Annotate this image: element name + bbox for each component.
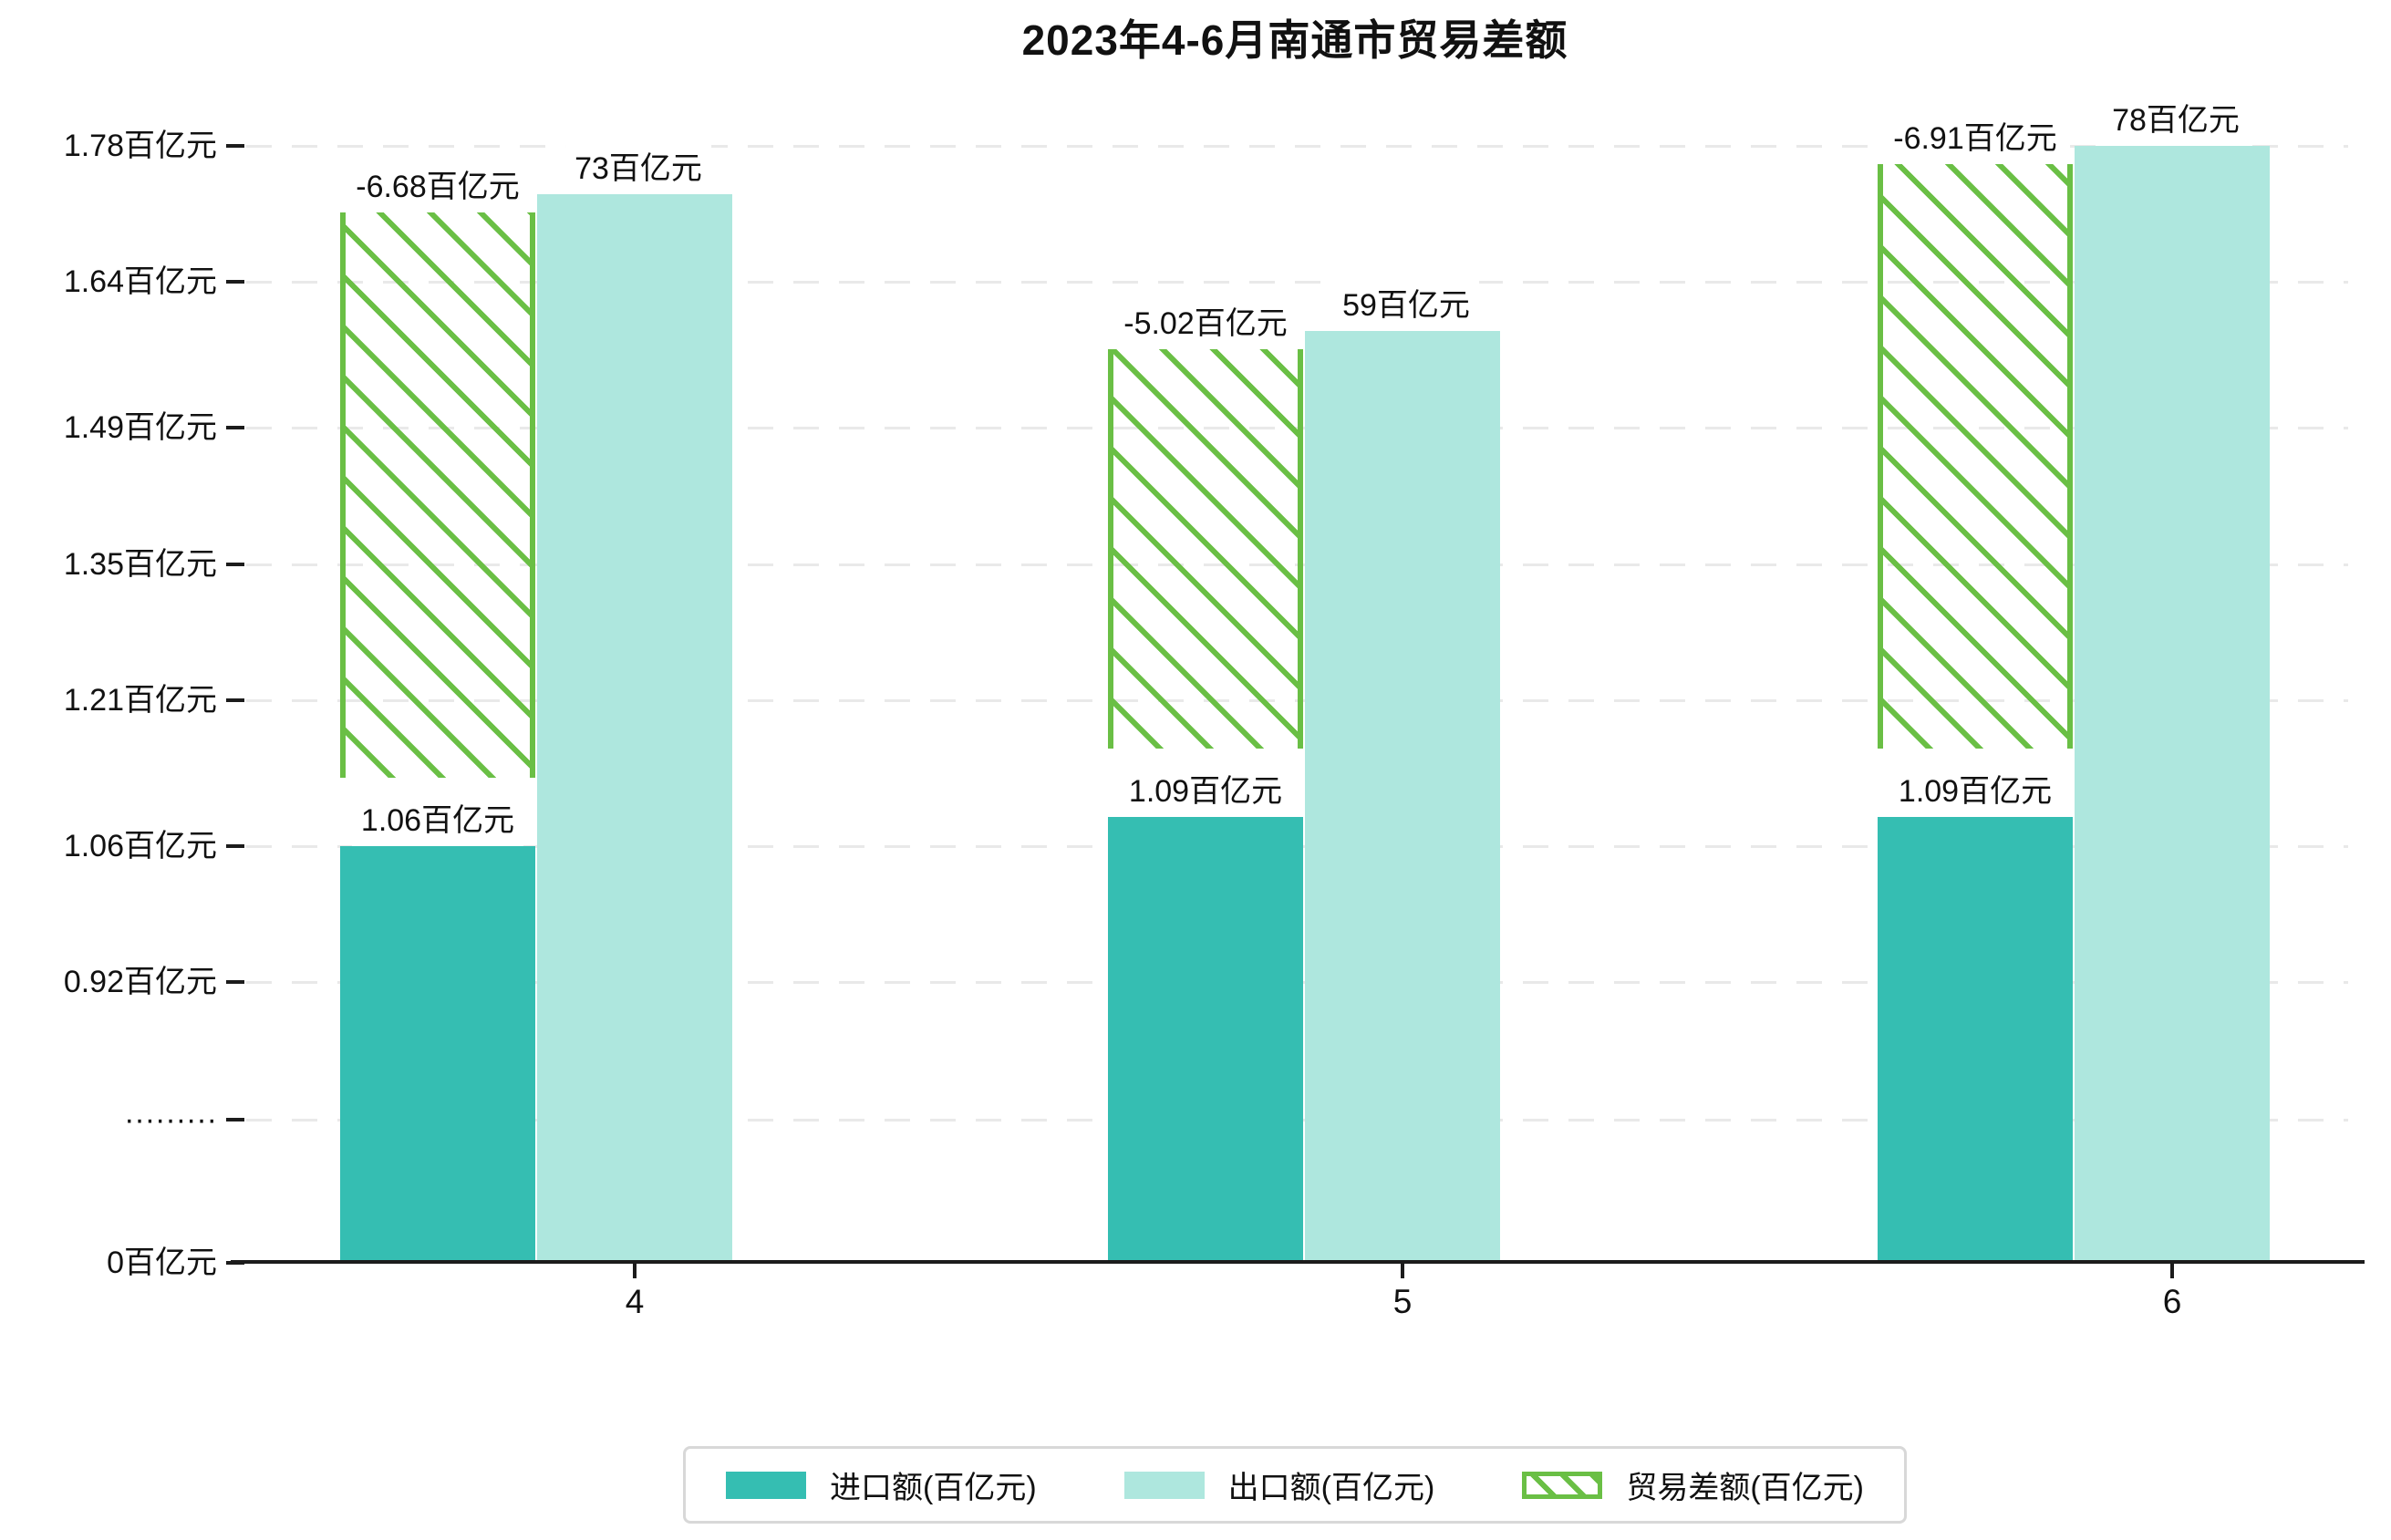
balance-hatch-swatch-icon (1522, 1471, 1603, 1499)
export-bar (1305, 330, 1500, 1263)
import-swatch-icon (726, 1471, 807, 1499)
legend-box: 进口额(百亿元) 出口额(百亿元) 贸易差额(百亿元) (683, 1446, 1907, 1524)
legend-item-export: 出口额(百亿元) (1123, 1462, 1435, 1507)
import-bar (340, 845, 535, 1263)
trade-balance-bar (340, 212, 535, 778)
y-tick-mark (226, 562, 244, 566)
y-tick-mark (226, 980, 244, 984)
trade-balance-value-label: -6.91百亿元 (1884, 114, 2066, 164)
y-tick-label: ········· (124, 1102, 217, 1137)
legend-label-balance: 贸易差额(百亿元) (1626, 1471, 1864, 1505)
y-tick-mark (226, 426, 244, 430)
export-bar (2075, 146, 2270, 1263)
gridline (246, 281, 2348, 284)
y-tick-label: 1.64百亿元 (63, 264, 217, 300)
legend: 进口额(百亿元) 出口额(百亿元) 贸易差额(百亿元) (246, 1446, 2344, 1524)
import-value-label: 1.06百亿元 (351, 795, 524, 846)
trade-balance-value-label: -6.68百亿元 (347, 162, 529, 213)
export-value-label: 73百亿元 (565, 144, 711, 195)
legend-item-import: 进口额(百亿元) (726, 1462, 1037, 1507)
x-tick-mark (2170, 1264, 2174, 1278)
legend-label-export: 出口额(百亿元) (1227, 1471, 1435, 1505)
x-tick-mark (633, 1264, 637, 1278)
export-value-label: 78百亿元 (2103, 96, 2249, 146)
y-tick-label: 0百亿元 (107, 1245, 217, 1280)
y-tick-mark (226, 843, 244, 848)
y-tick-label: 1.21百亿元 (63, 682, 217, 718)
import-bar (1878, 816, 2073, 1263)
import-value-label: 1.09百亿元 (1119, 766, 1292, 817)
x-tick-label: 4 (625, 1283, 645, 1320)
y-tick-label: 1.49百亿元 (63, 410, 217, 446)
y-tick-label: 1.06百亿元 (63, 828, 217, 863)
export-value-label: 59百亿元 (1333, 280, 1479, 331)
x-tick-label: 5 (1392, 1283, 1413, 1320)
y-tick-label: 1.78百亿元 (63, 129, 217, 163)
y-tick-mark (226, 280, 244, 284)
export-swatch-icon (1123, 1471, 1205, 1499)
y-tick-mark (226, 1118, 244, 1121)
x-axis-line (231, 1260, 2365, 1264)
export-bar (537, 194, 732, 1263)
gridline (246, 145, 2348, 148)
trade-balance-value-label: -5.02百亿元 (1114, 298, 1297, 349)
trade-balance-bar (1108, 348, 1303, 749)
import-value-label: 1.09百亿元 (1889, 766, 2062, 817)
legend-item-balance: 贸易差额(百亿元) (1522, 1462, 1864, 1507)
y-tick-mark (226, 144, 244, 148)
x-tick-mark (1401, 1264, 1404, 1278)
import-bar (1108, 816, 1303, 1263)
y-tick-label: 1.35百亿元 (63, 546, 217, 582)
trade-balance-bar (1878, 164, 2073, 749)
y-tick-mark (226, 698, 244, 702)
y-tick-label: 0.92百亿元 (63, 965, 217, 999)
legend-label-import: 进口额(百亿元) (830, 1471, 1037, 1505)
x-tick-label: 6 (2162, 1283, 2182, 1320)
chart-title: 2023年4-6月南通市贸易差额 (1021, 16, 1568, 64)
